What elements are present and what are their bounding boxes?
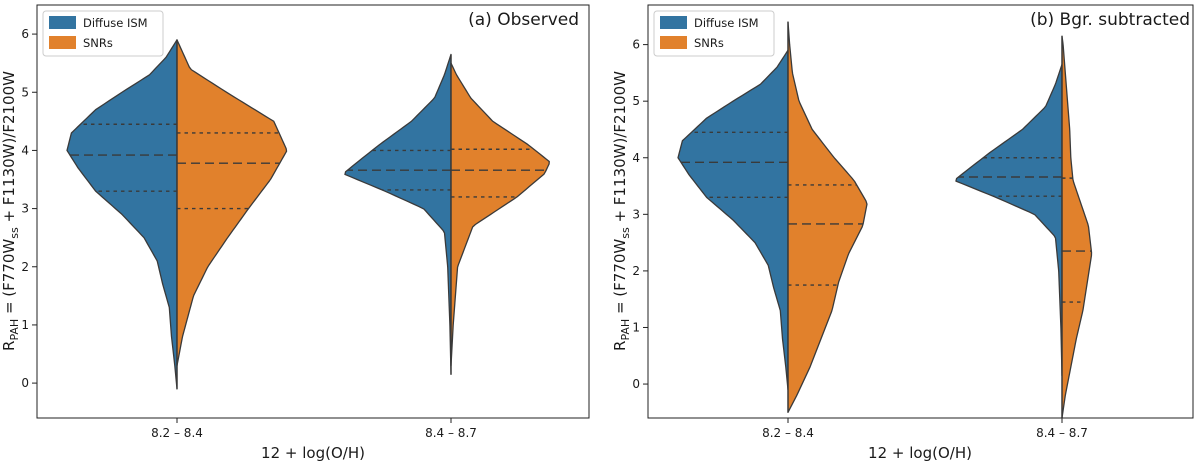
y-tick-label: 2 xyxy=(21,260,29,274)
y-axis-label: RPAH = (F770Wss + F1130W)/F2100W xyxy=(611,71,632,351)
y-label-sub-pah: PAH xyxy=(619,319,632,341)
x-tick-label: 8.4 – 8.7 xyxy=(425,426,477,440)
violin-diffuse-0 xyxy=(677,49,789,391)
y-label-mid: = (F770W xyxy=(0,239,18,319)
x-axis-label: 12 + log(O/H) xyxy=(868,444,972,462)
y-tick-label: 2 xyxy=(632,264,640,278)
y-tick-label: 5 xyxy=(21,85,29,99)
violin-diffuse-1 xyxy=(955,63,1063,377)
y-tick-label: 4 xyxy=(21,143,29,157)
y-tick-label: 0 xyxy=(632,377,640,391)
panel-title: (a) Observed xyxy=(468,10,579,30)
y-label-sub-pah: PAH xyxy=(8,319,21,341)
y-tick-label: 6 xyxy=(632,38,640,52)
y-label-tail: + F1130W)/F2100W xyxy=(0,71,18,227)
y-label-mid: = (F770W xyxy=(611,239,629,319)
y-tick-label: 4 xyxy=(632,151,640,165)
y-tick-label: 1 xyxy=(632,320,640,334)
x-axis-label: 12 + log(O/H) xyxy=(261,444,365,462)
violin-diffuse-0 xyxy=(66,39,178,390)
legend-swatch-snr xyxy=(49,36,76,49)
y-label-sub-ss: ss xyxy=(8,227,21,239)
y-tick-label: 0 xyxy=(21,376,29,390)
legend-label-diffuse: Diffuse ISM xyxy=(83,16,148,30)
legend-swatch-diffuse xyxy=(49,16,76,29)
quartile-lines-observed xyxy=(69,123,547,210)
x-ticks-observed: 8.2 – 8.4 8.4 – 8.7 xyxy=(151,418,477,440)
legend-label-diffuse: Diffuse ISM xyxy=(694,16,759,30)
legend: Diffuse ISM SNRs xyxy=(653,10,775,57)
x-tick-label: 8.4 – 8.7 xyxy=(1036,426,1088,440)
x-tick-label: 8.2 – 8.4 xyxy=(762,426,814,440)
panel-title: (b) Bgr. subtracted xyxy=(1030,10,1190,30)
violin-snr-0 xyxy=(787,21,868,413)
legend-swatch-diffuse xyxy=(660,16,687,29)
y-tick-label: 5 xyxy=(632,94,640,108)
x-ticks-bgr-subtracted: 8.2 – 8.4 8.4 – 8.7 xyxy=(762,418,1088,440)
y-tick-label: 6 xyxy=(21,27,29,41)
y-axis-label: RPAH = (F770Wss + F1130W)/F2100W xyxy=(0,71,21,351)
y-ticks-observed: 0 1 2 3 4 5 6 xyxy=(21,27,37,390)
legend-swatch-snr xyxy=(660,36,687,49)
plot-frame-observed xyxy=(36,4,590,419)
y-label-r: R xyxy=(611,341,629,351)
violins-bgr-subtracted xyxy=(677,21,1093,419)
violins-observed xyxy=(66,39,550,390)
legend-label-snr: SNRs xyxy=(694,36,724,50)
y-tick-label: 3 xyxy=(632,207,640,221)
y-tick-label: 3 xyxy=(21,202,29,216)
panel-bgr-subtracted: 0 1 2 3 4 5 6 8.2 – 8.4 8.4 – 8.7 (b) Bgr. subt… xyxy=(611,4,1194,462)
legend: Diffuse ISM SNRs xyxy=(42,10,164,57)
y-tick-label: 1 xyxy=(21,318,29,332)
y-label-tail: + F1130W)/F2100W xyxy=(611,71,629,227)
x-tick-label: 8.2 – 8.4 xyxy=(151,426,203,440)
violin-snr-0 xyxy=(176,39,288,367)
y-label-sub-ss: ss xyxy=(619,227,632,239)
y-ticks-bgr-subtracted: 0 1 2 3 4 5 6 xyxy=(632,38,648,391)
y-label-r: R xyxy=(0,341,18,351)
violin-snr-1 xyxy=(1061,35,1093,419)
plot-frame-bgr-subtracted xyxy=(647,4,1194,419)
quartile-lines-bgr-subtracted xyxy=(680,131,1092,303)
violin-diffuse-1 xyxy=(344,53,452,376)
violin-snr-1 xyxy=(450,62,550,367)
legend-label-snr: SNRs xyxy=(83,36,113,50)
